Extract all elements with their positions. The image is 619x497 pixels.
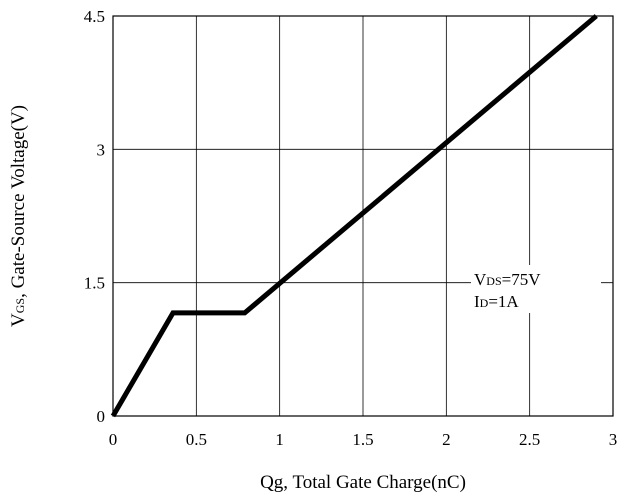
y-axis-label: VGS, Gate-Source Voltage(V) [8, 105, 29, 327]
x-tick-label: 1 [275, 430, 284, 449]
x-tick-label: 2 [442, 430, 451, 449]
annotation-background [471, 265, 601, 313]
annotation-id-prefix: I [474, 292, 480, 311]
annotation-vds-prefix: V [474, 270, 487, 289]
series-group [110, 14, 598, 418]
annotation-box: VDS=75V ID=1A [471, 265, 601, 313]
gate-charge-curve [110, 14, 598, 418]
x-tick-label: 2.5 [519, 430, 540, 449]
x-axis-label: Qg, Total Gate Charge(nC) [260, 472, 466, 493]
y-tick-label: 3 [97, 140, 106, 159]
annotation-vds-sub: DS [486, 274, 501, 288]
annotation-vds-value: =75V [502, 270, 542, 289]
y-axis-label-sub: GS [13, 298, 27, 313]
x-tick-label: 0.5 [186, 430, 207, 449]
y-tick-label: 1.5 [84, 274, 105, 293]
x-tick-label: 1.5 [352, 430, 373, 449]
y-axis-label-rest: , Gate-Source Voltage(V) [8, 105, 29, 298]
x-tick-label: 0 [109, 430, 118, 449]
y-tick-label: 0 [97, 407, 106, 426]
annotation-id-sub: D [480, 296, 489, 310]
plot-frame [112, 15, 614, 417]
x-tick-label: 3 [609, 430, 618, 449]
y-tick-labels: 0 1.5 3 4.5 [84, 7, 105, 426]
y-axis-label-prefix: V [8, 313, 29, 327]
y-tick-label: 4.5 [84, 7, 105, 26]
annotation-id-label: ID=1A [474, 292, 519, 311]
annotation-id-value: =1A [488, 292, 519, 311]
x-tick-labels: 0 0.5 1 1.5 2 2.5 3 [109, 430, 618, 449]
annotation-vds-label: VDS=75V [474, 270, 541, 289]
